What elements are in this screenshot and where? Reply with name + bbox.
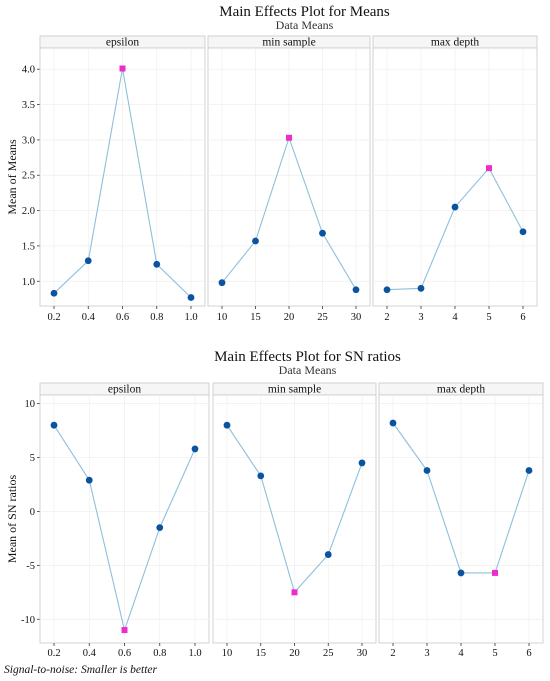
data-point [324,551,332,558]
x-tick-label: 10 [222,648,233,659]
chart-title: Main Effects Plot for Means [219,4,390,20]
x-tick-label: 2 [390,648,395,659]
chart-title: Main Effects Plot for SN ratios [214,349,401,365]
y-tick-label: 1.5 [22,241,35,252]
data-point-highlight [121,627,128,634]
x-tick-label: 25 [323,648,334,659]
x-tick-label: 4 [458,648,464,659]
panel-label: min sample [262,37,315,49]
x-tick-label: 3 [424,648,429,659]
x-tick-label: 20 [289,648,300,659]
panel-label: max depth [437,384,485,396]
x-tick-label: 3 [418,312,423,323]
x-tick-label: 4 [452,312,458,323]
x-tick-label: 30 [357,648,368,659]
data-point [153,260,161,268]
x-tick-label: 0.8 [150,312,163,323]
data-point [423,467,431,474]
data-point [85,476,93,484]
x-tick-label: 5 [492,648,497,659]
x-tick-label: 15 [256,648,267,659]
y-tick-label: -10 [21,615,35,626]
data-point [257,472,265,480]
data-point [84,257,92,265]
y-axis-label: Mean of Means [5,139,19,215]
x-tick-label: 20 [284,312,295,323]
y-tick-label: 5 [30,453,35,464]
x-tick-label: 1.0 [184,312,197,323]
y-tick-label: 2.5 [22,171,35,182]
x-tick-label: 0.6 [116,312,129,323]
footnote: Signal-to-noise: Smaller is better [4,664,158,676]
panel-max-depth: max depth 2 3 4 5 6 [378,382,544,659]
x-tick-label: 25 [317,312,328,323]
data-point [352,286,360,294]
data-point [191,445,199,453]
x-tick-label: 5 [486,312,491,323]
x-tick-label: 6 [526,648,531,659]
x-tick-label: 10 [217,312,228,323]
panel-label: min sample [268,384,321,396]
y-axis-label: Mean of SN ratios [5,475,19,564]
y-tick-label: 3.0 [22,135,35,146]
x-tick-label: 0.4 [83,648,97,659]
y-tick-label: -5 [26,561,35,572]
y-tick-label: 3.5 [22,100,35,111]
panel-label: epsilon [106,37,139,49]
data-point [519,228,527,236]
data-point-highlight [492,569,498,576]
data-point [50,421,58,429]
panel-min-sample: min sample 10 15 20 25 30 [212,382,377,659]
panel-label: epsilon [108,384,141,396]
data-point [50,289,58,297]
chart-subtitle: Data Means [279,363,337,377]
x-tick-label: 0.2 [47,648,60,659]
data-point [358,459,366,467]
x-tick-label: 0.2 [47,312,60,323]
x-tick-label: 1.0 [188,648,201,659]
data-point [223,421,231,429]
y-tick-label: 4.0 [22,65,35,76]
x-tick-label: 0.6 [118,648,131,659]
panel-label: max depth [431,37,479,49]
data-point [383,286,391,294]
data-point [525,467,533,474]
data-point [451,203,459,211]
data-point [389,419,397,427]
data-point [457,569,465,577]
x-tick-label: 30 [351,312,362,323]
panel-epsilon: epsilon 0.2 0.4 0.6 0.8 1.0 [39,35,206,323]
data-point [156,524,164,532]
x-tick-label: 0.4 [82,312,96,323]
x-tick-label: 2 [384,312,389,323]
data-point [218,279,226,287]
x-tick-label: 6 [520,312,525,323]
panel-max-depth: max depth 2 3 4 5 6 [372,35,538,323]
data-point [319,229,326,237]
y-tick-label: 1.0 [22,277,35,288]
data-point-highlight [291,589,298,596]
y-tick-label: 2.0 [22,206,35,217]
x-tick-label: 15 [250,312,261,323]
y-tick-label: 0 [30,507,35,518]
x-tick-label: 0.8 [153,648,166,659]
data-point-highlight [486,165,492,172]
data-point-highlight [119,65,126,72]
panel-min-sample: min sample 10 15 20 25 30 [207,35,371,323]
panel-epsilon: epsilon 0.2 0.4 0.6 0.8 1.0 [39,382,210,659]
chart-subtitle: Data Means [276,18,334,32]
y-tick-label: 10 [25,399,36,410]
data-point-highlight [286,134,292,141]
data-point [252,237,259,245]
data-point [417,284,425,292]
data-point [187,294,195,301]
